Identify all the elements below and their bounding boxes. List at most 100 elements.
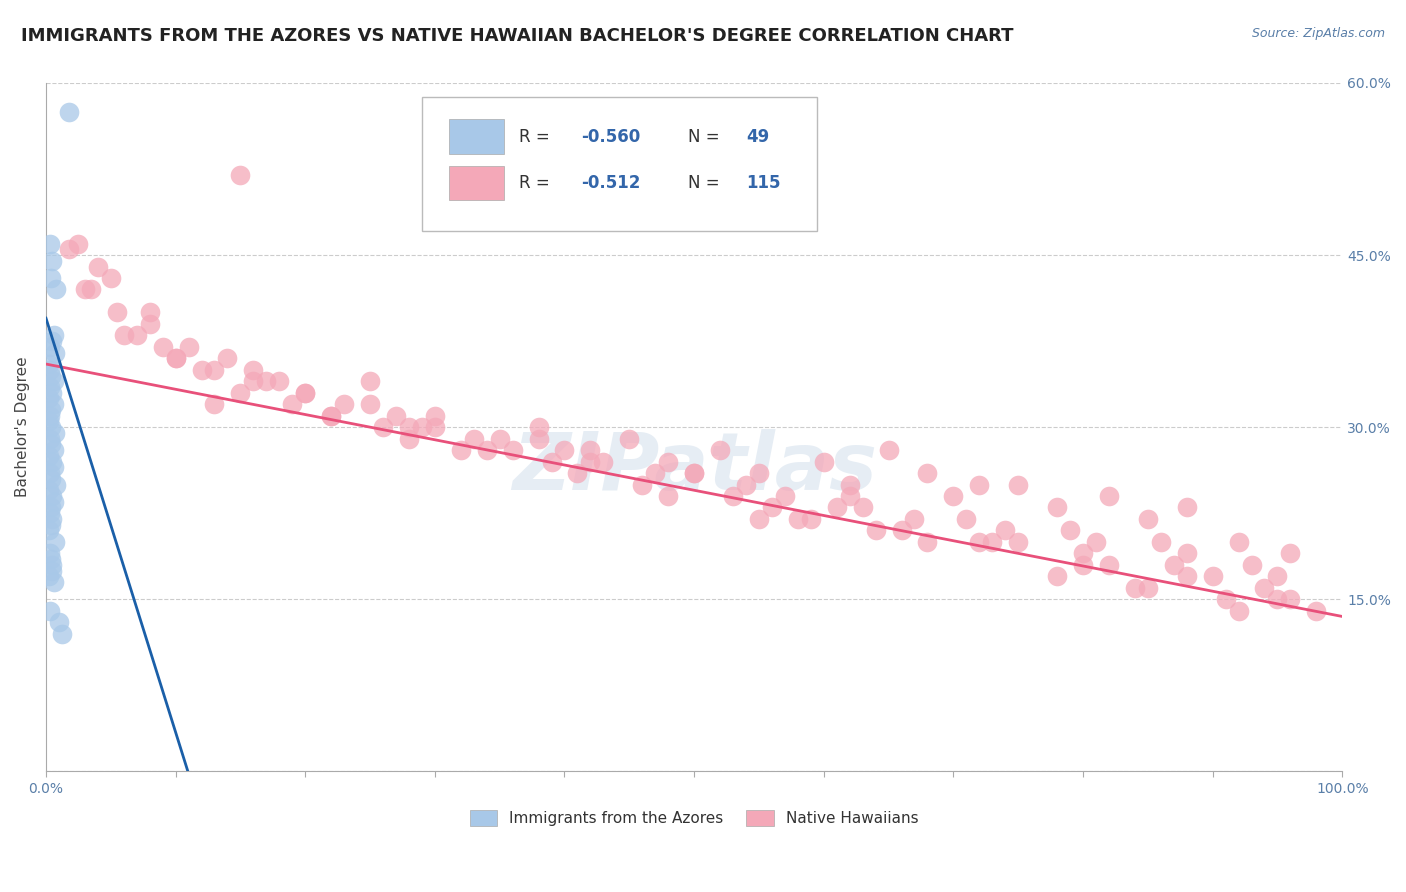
Point (87, 260, 110, 274)
Point (761, 500, 783, 515)
Point (42, 397, 65, 411)
Point (917, 466, 939, 480)
Point (42, 575, 65, 590)
Point (553, 443, 575, 458)
Point (80, 283, 103, 297)
Point (38, 414, 60, 428)
Point (398, 420, 420, 434)
Point (955, 512, 977, 526)
Point (1215, 592, 1237, 607)
Point (44, 425, 66, 440)
Point (644, 466, 666, 480)
Point (1084, 534, 1107, 549)
Point (38, 546, 60, 560)
Point (1163, 558, 1185, 572)
Point (981, 534, 1004, 549)
Point (38, 340, 60, 354)
Point (38, 380, 60, 394)
Point (42, 328, 65, 343)
Point (58, 104, 80, 119)
Point (41, 489, 63, 503)
Point (721, 489, 744, 503)
Point (73, 283, 96, 297)
Point (683, 466, 706, 480)
Point (488, 432, 510, 446)
Point (1279, 546, 1302, 560)
Text: 49: 49 (747, 128, 769, 145)
Point (800, 512, 823, 526)
Point (38, 506, 60, 520)
Point (969, 534, 991, 549)
Point (994, 524, 1017, 538)
Point (540, 454, 562, 468)
Point (39, 552, 62, 566)
Point (58, 242, 80, 256)
Point (39, 500, 62, 515)
Point (39, 472, 62, 486)
Point (44, 534, 66, 549)
Point (969, 477, 991, 491)
Point (631, 477, 654, 491)
Point (38, 466, 60, 480)
Point (51, 626, 73, 640)
Point (527, 432, 550, 446)
Point (294, 385, 316, 400)
Text: -0.560: -0.560 (581, 128, 641, 145)
Point (138, 305, 160, 319)
Point (1175, 546, 1198, 560)
Point (838, 489, 860, 503)
Point (165, 351, 187, 366)
Text: IMMIGRANTS FROM THE AZORES VS NATIVE HAWAIIAN BACHELOR'S DEGREE CORRELATION CHAR: IMMIGRANTS FROM THE AZORES VS NATIVE HAW… (21, 27, 1014, 45)
Point (735, 477, 758, 491)
Point (450, 443, 472, 458)
Point (67, 236, 90, 251)
Text: Source: ZipAtlas.com: Source: ZipAtlas.com (1251, 27, 1385, 40)
Point (41, 454, 63, 468)
FancyBboxPatch shape (422, 96, 817, 231)
Point (825, 500, 848, 515)
Point (39, 403, 62, 417)
Point (229, 168, 252, 182)
Point (773, 489, 796, 503)
Point (138, 317, 160, 331)
Point (1227, 604, 1250, 618)
Point (321, 409, 343, 423)
Point (1175, 569, 1198, 583)
Point (567, 466, 589, 480)
Point (42, 494, 65, 508)
Point (786, 512, 808, 526)
Point (359, 397, 381, 411)
Point (1227, 534, 1250, 549)
Point (371, 420, 394, 434)
Text: -0.512: -0.512 (581, 174, 641, 192)
Point (217, 351, 239, 366)
Point (38, 357, 60, 371)
Point (38, 363, 60, 377)
Point (204, 397, 226, 411)
Point (1267, 569, 1289, 583)
Legend: Immigrants from the Azores, Native Hawaiians: Immigrants from the Azores, Native Hawai… (464, 805, 925, 832)
Point (1279, 592, 1302, 607)
Point (890, 524, 912, 538)
Point (41, 334, 63, 348)
Point (45, 477, 67, 491)
Point (242, 363, 264, 377)
Point (38, 409, 60, 423)
Point (242, 374, 264, 388)
Point (38, 392, 60, 406)
Point (41, 564, 63, 578)
Point (41, 253, 63, 268)
Y-axis label: Bachelor's Degree: Bachelor's Degree (15, 357, 30, 498)
Point (592, 454, 614, 468)
Point (45, 283, 67, 297)
Text: R =: R = (519, 174, 555, 192)
Point (852, 500, 875, 515)
Point (1175, 500, 1198, 515)
Point (42, 374, 65, 388)
Point (100, 271, 122, 285)
Point (359, 374, 381, 388)
Point (1059, 524, 1081, 538)
Point (39, 271, 62, 285)
Point (41, 512, 63, 526)
Point (165, 351, 187, 366)
